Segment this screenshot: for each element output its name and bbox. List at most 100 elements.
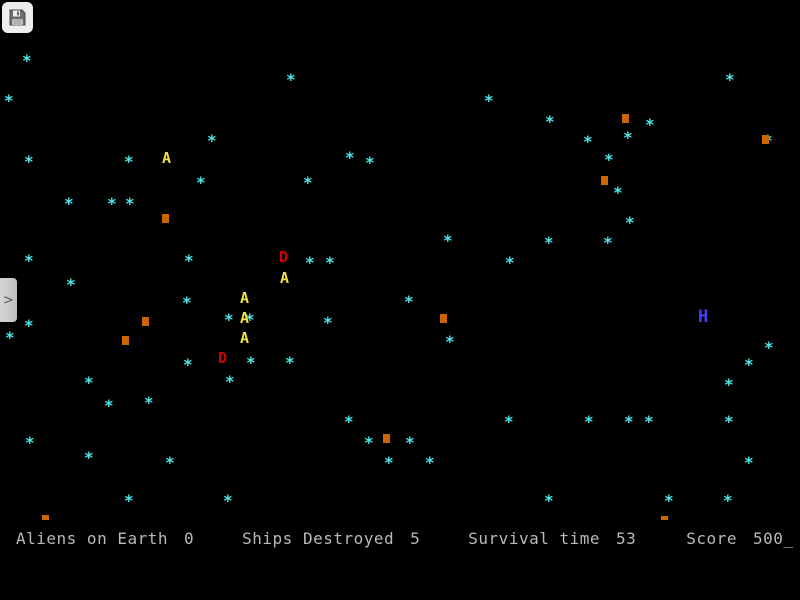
star-glyph: * [625,213,635,232]
star-glyph: * [344,412,354,431]
star-glyph: * [404,292,414,311]
star-glyph: * [724,412,734,431]
aliens-on-earth-label: Aliens on Earth [16,529,168,548]
star-glyph: * [724,375,734,394]
alien-glyph: A [240,329,250,347]
star-glyph: * [305,253,315,272]
star-glyph: * [364,433,374,452]
star-glyph: * [723,491,733,510]
star-glyph: * [286,70,296,89]
star-glyph: * [744,355,754,374]
debris-block [142,317,149,326]
star-glyph: * [4,91,14,110]
star-glyph: * [144,393,154,412]
chevron-right-icon: > [3,292,14,308]
terrain-block [620,243,680,309]
star-glyph: * [196,173,206,192]
text-caret: _ [783,529,794,548]
debris-block [383,434,390,443]
game-playfield[interactable]: * * * * * * * * * * * * * * * * * * * * * * * * * * * * * * * * * * * * * * * *… [0,0,800,520]
star-glyph: * [107,194,117,213]
ships-destroyed-value: 5 [410,529,421,548]
star-glyph: * [245,310,255,329]
star-glyph: * [384,453,394,472]
star-glyph: * [545,112,555,131]
star-glyph: * [604,150,614,169]
star-glyph: * [325,253,335,272]
star-glyph: * [124,152,134,171]
aliens-on-earth-value: 0 [184,529,195,548]
star-glyph: * [125,194,135,213]
star-glyph: * [165,453,175,472]
survival-time-value: 53 [616,529,637,548]
star-glyph: * [365,153,375,172]
star-glyph: * [744,453,754,472]
score-value: 500 [752,529,784,548]
debris-block [440,314,447,323]
star-glyph: * [5,328,15,347]
debris-block [601,176,608,185]
star-glyph: * [345,148,355,167]
star-glyph: * [645,115,655,134]
survival-time-label: Survival time [468,529,601,548]
save-floppy-icon [8,8,27,27]
star-glyph: * [445,332,455,351]
star-glyph: * [443,231,453,250]
star-glyph: * [25,433,35,452]
star-glyph: * [613,183,623,202]
alien-glyph: A [240,309,250,327]
star-glyph: * [24,316,34,335]
dying-alien-glyph: D [218,349,228,367]
debris-block [762,135,769,144]
star-glyph: * [246,353,256,372]
debris-block [661,516,668,520]
dying-alien-glyph: D [279,248,289,266]
alien-glyph: A [280,269,290,287]
star-glyph: * [323,313,333,332]
star-glyph: * [64,194,74,213]
star-glyph: * [285,353,295,372]
star-glyph: * [104,396,114,415]
star-glyph: * [24,152,34,171]
star-glyph: * [664,491,674,510]
alien-glyph: A [162,149,172,167]
debris-block [162,214,169,223]
star-glyph: * [623,128,633,147]
star-glyph: * [544,491,554,510]
star-glyph: * [764,338,774,357]
star-glyph: * [504,412,514,431]
star-glyph: * [66,275,76,294]
star-glyph: * [644,412,654,431]
alien-glyph: A [240,289,250,307]
star-glyph: * [505,253,515,272]
debris-block [622,114,629,123]
star-glyph: * [405,433,415,452]
star-glyph: * [624,412,634,431]
star-glyph: * [24,251,34,270]
sidebar-expand-handle[interactable]: > [0,278,17,322]
star-glyph: * [425,453,435,472]
star-glyph: * [84,448,94,467]
star-glyph: * [22,51,32,70]
save-button[interactable] [2,2,33,33]
star-glyph: * [725,70,735,89]
star-glyph: * [124,491,134,510]
status-bar: Aliens on Earth 0 Ships Destroyed 5 Survival… [0,520,800,600]
star-glyph: * [84,373,94,392]
star-glyph: * [183,355,193,374]
home-base-glyph: H [698,307,709,327]
star-glyph: * [544,233,554,252]
star-glyph: * [584,412,594,431]
star-glyph: * [223,491,233,510]
star-glyph: * [224,310,234,329]
star-glyph: * [184,251,194,270]
star-glyph: * [207,131,217,150]
debris-block [42,515,49,520]
star-glyph: * [484,91,494,110]
star-glyph: * [225,372,235,391]
star-glyph: * [583,132,593,151]
score-label: Score [686,529,737,548]
status-row: Aliens on Earth 0 Ships Destroyed 5 Survival… [0,529,800,553]
ships-destroyed-label: Ships Destroyed [242,529,395,548]
